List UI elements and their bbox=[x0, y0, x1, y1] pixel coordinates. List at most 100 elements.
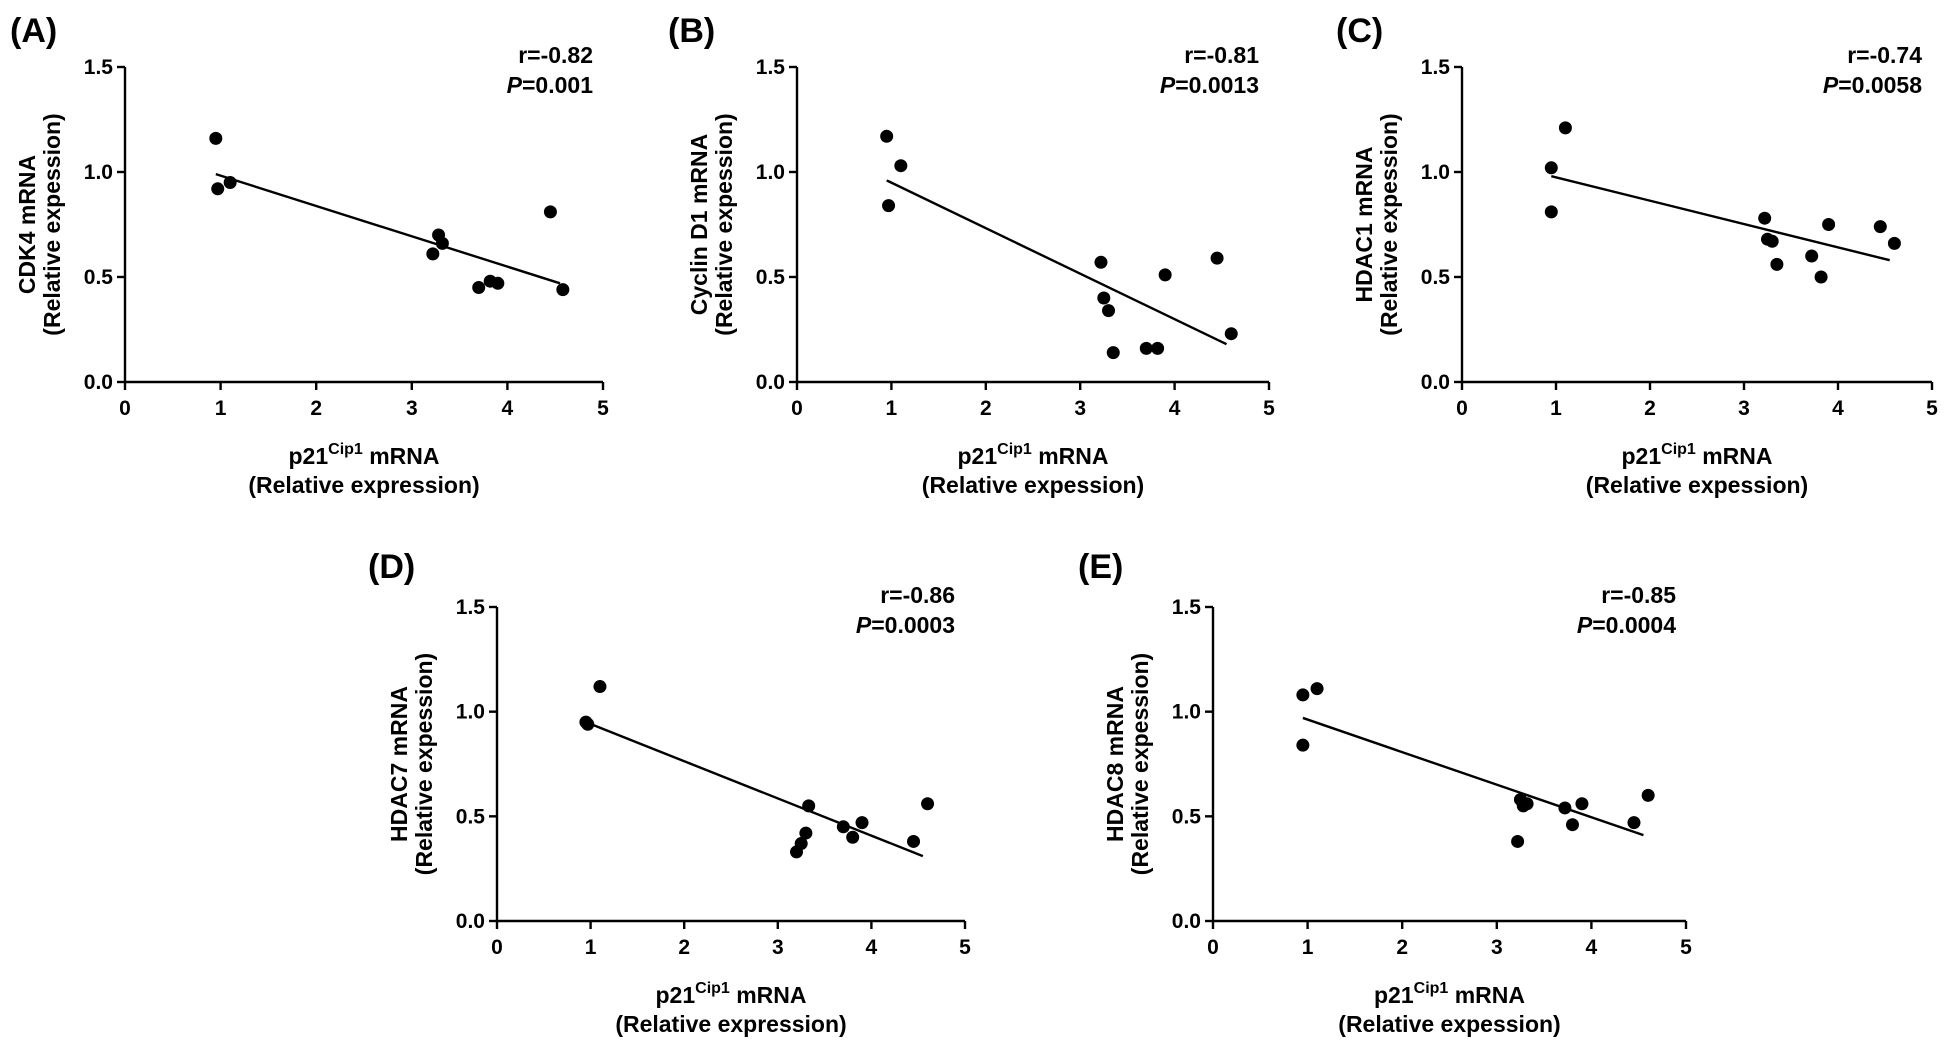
panel-3: (C) 0.0 0.5 1.0 1.5 0 1 2 3 4 5 r=-0.74 P=0.0058 p21C… bbox=[1336, 12, 1938, 498]
data-point bbox=[1627, 816, 1641, 830]
data-point bbox=[1814, 270, 1828, 284]
x-label-main: p21 bbox=[958, 443, 998, 469]
data-point bbox=[1296, 738, 1310, 752]
x-axis-label-line2: (Relative expession) bbox=[1586, 472, 1808, 498]
y-tick-label: 1.0 bbox=[1421, 161, 1450, 184]
x-tick-label: 3 bbox=[1074, 397, 1086, 420]
panel-4: (D) 0.0 0.5 1.0 1.5 0 1 2 3 4 5 r=-0.86 P=0.0003 p21C… bbox=[368, 548, 971, 1037]
y-tick-label: 0.5 bbox=[1421, 266, 1451, 289]
x-tick-label: 2 bbox=[678, 936, 690, 959]
data-point bbox=[1520, 797, 1534, 811]
x-tick-label: 2 bbox=[980, 397, 992, 420]
r-value: r=-0.74 bbox=[1847, 42, 1922, 68]
x-tick-label: 4 bbox=[866, 936, 878, 959]
data-point bbox=[472, 281, 486, 294]
p-number: =0.0058 bbox=[1838, 72, 1922, 98]
data-point bbox=[1544, 161, 1558, 175]
panel-2: (B)0.00.51.01.50 1 2 3 4 5r=-0.81P=0.0013p21C… bbox=[668, 12, 1275, 498]
data-point bbox=[1102, 304, 1116, 318]
x-tick-label: 1 bbox=[1550, 397, 1562, 420]
y-tick-label: 0.0 bbox=[756, 371, 785, 394]
y-tick-label: 0.5 bbox=[756, 266, 786, 289]
data-point bbox=[1106, 346, 1120, 360]
r-value: r=-0.81 bbox=[1184, 42, 1259, 68]
x-axis-label-line2: (Relative expession) bbox=[922, 472, 1144, 498]
x-axis-label-line2: (Relative expression) bbox=[248, 472, 479, 498]
data-point bbox=[1094, 255, 1108, 269]
y-tick-label: 1.5 bbox=[456, 596, 486, 619]
x-tick-label: 3 bbox=[1491, 936, 1503, 959]
data-point bbox=[491, 276, 505, 290]
y-tick-label: 1.5 bbox=[756, 56, 786, 79]
x-axis-label: p21Cip1 mRNA bbox=[656, 980, 807, 1008]
panel-5: (E) 0.0 0.5 1.0 1.5 0 1 2 3 4 5 r=-0.85 P=0.0004 p21C… bbox=[1078, 548, 1692, 1037]
p-number: =0.0013 bbox=[1175, 72, 1259, 98]
x-tick-label: 1 bbox=[1302, 936, 1314, 959]
x-tick-label: 0 bbox=[1456, 397, 1468, 420]
x-tick-label: 1 bbox=[886, 397, 898, 420]
p-label: P bbox=[1577, 612, 1593, 638]
x-label-superscript: Cip1 bbox=[1414, 980, 1449, 997]
p-label: P bbox=[856, 612, 872, 638]
x-label-main: p21 bbox=[656, 982, 696, 1008]
x-tick-label: 2 bbox=[1396, 936, 1408, 959]
x-tick-label: 1 bbox=[215, 397, 227, 420]
data-point bbox=[426, 247, 440, 261]
x-tick-label: 5 bbox=[597, 397, 609, 420]
p-value: P=0.0058 bbox=[1823, 72, 1922, 98]
p-value: P=0.0003 bbox=[856, 612, 955, 638]
data-point bbox=[1544, 205, 1558, 219]
data-point bbox=[211, 182, 225, 196]
p-value: P=0.0004 bbox=[1577, 612, 1676, 638]
data-point bbox=[1158, 268, 1172, 282]
y-axis-label: HDAC1 mRNA bbox=[1351, 147, 1377, 303]
x-tick-label: 2 bbox=[310, 397, 322, 420]
panel-label: (D) bbox=[368, 548, 415, 586]
y-axis-label-line2: (Relative expession) bbox=[1376, 113, 1402, 335]
data-point bbox=[1310, 682, 1324, 696]
y-tick-label: 0.0 bbox=[1421, 371, 1450, 394]
y-tick-label: 0.0 bbox=[456, 910, 485, 933]
x-tick-label: 2 bbox=[1644, 397, 1656, 420]
x-label-superscript: Cip1 bbox=[695, 980, 730, 997]
data-point bbox=[435, 236, 449, 250]
x-tick-label: 4 bbox=[502, 397, 514, 420]
p-value: P=0.001 bbox=[507, 72, 594, 98]
y-tick-label: 0.0 bbox=[1172, 910, 1201, 933]
data-point bbox=[1565, 818, 1579, 832]
y-tick-label: 1.5 bbox=[1421, 56, 1451, 79]
data-point bbox=[846, 830, 860, 844]
data-point bbox=[855, 816, 869, 830]
data-point bbox=[1758, 211, 1772, 225]
y-tick-label: 1.5 bbox=[84, 56, 114, 79]
data-point bbox=[556, 283, 570, 297]
data-point bbox=[1139, 341, 1153, 355]
panel-label: (B) bbox=[668, 12, 715, 50]
data-point bbox=[1511, 834, 1525, 848]
y-axis-label: HDAC8 mRNA bbox=[1102, 686, 1128, 842]
x-tick-label: 0 bbox=[791, 397, 803, 420]
p-label: P bbox=[507, 72, 523, 98]
x-tick-label: 5 bbox=[1263, 397, 1275, 420]
x-axis-label: p21Cip1 mRNA bbox=[289, 441, 440, 469]
x-tick-label: 5 bbox=[1926, 397, 1938, 420]
data-point bbox=[1558, 801, 1572, 815]
panel-label: (A) bbox=[10, 12, 57, 50]
y-axis-label-line2: (Relative expession) bbox=[711, 113, 737, 335]
y-tick-label: 0.5 bbox=[1172, 805, 1202, 828]
data-point bbox=[1873, 220, 1887, 234]
x-label-suffix: mRNA bbox=[730, 982, 807, 1008]
x-label-main: p21 bbox=[1374, 982, 1414, 1008]
data-point bbox=[1641, 788, 1655, 802]
data-point bbox=[1296, 688, 1310, 702]
r-value: r=-0.85 bbox=[1601, 582, 1676, 608]
data-point bbox=[1224, 327, 1238, 341]
p-value: P=0.0013 bbox=[1160, 72, 1259, 98]
y-axis-label: Cyclin D1 mRNA bbox=[686, 134, 712, 315]
regression-line bbox=[1551, 175, 1890, 262]
data-point bbox=[1887, 236, 1901, 250]
data-point bbox=[1822, 218, 1836, 231]
x-tick-label: 3 bbox=[1738, 397, 1750, 420]
x-label-suffix: mRNA bbox=[1448, 982, 1525, 1008]
data-point bbox=[593, 680, 607, 694]
